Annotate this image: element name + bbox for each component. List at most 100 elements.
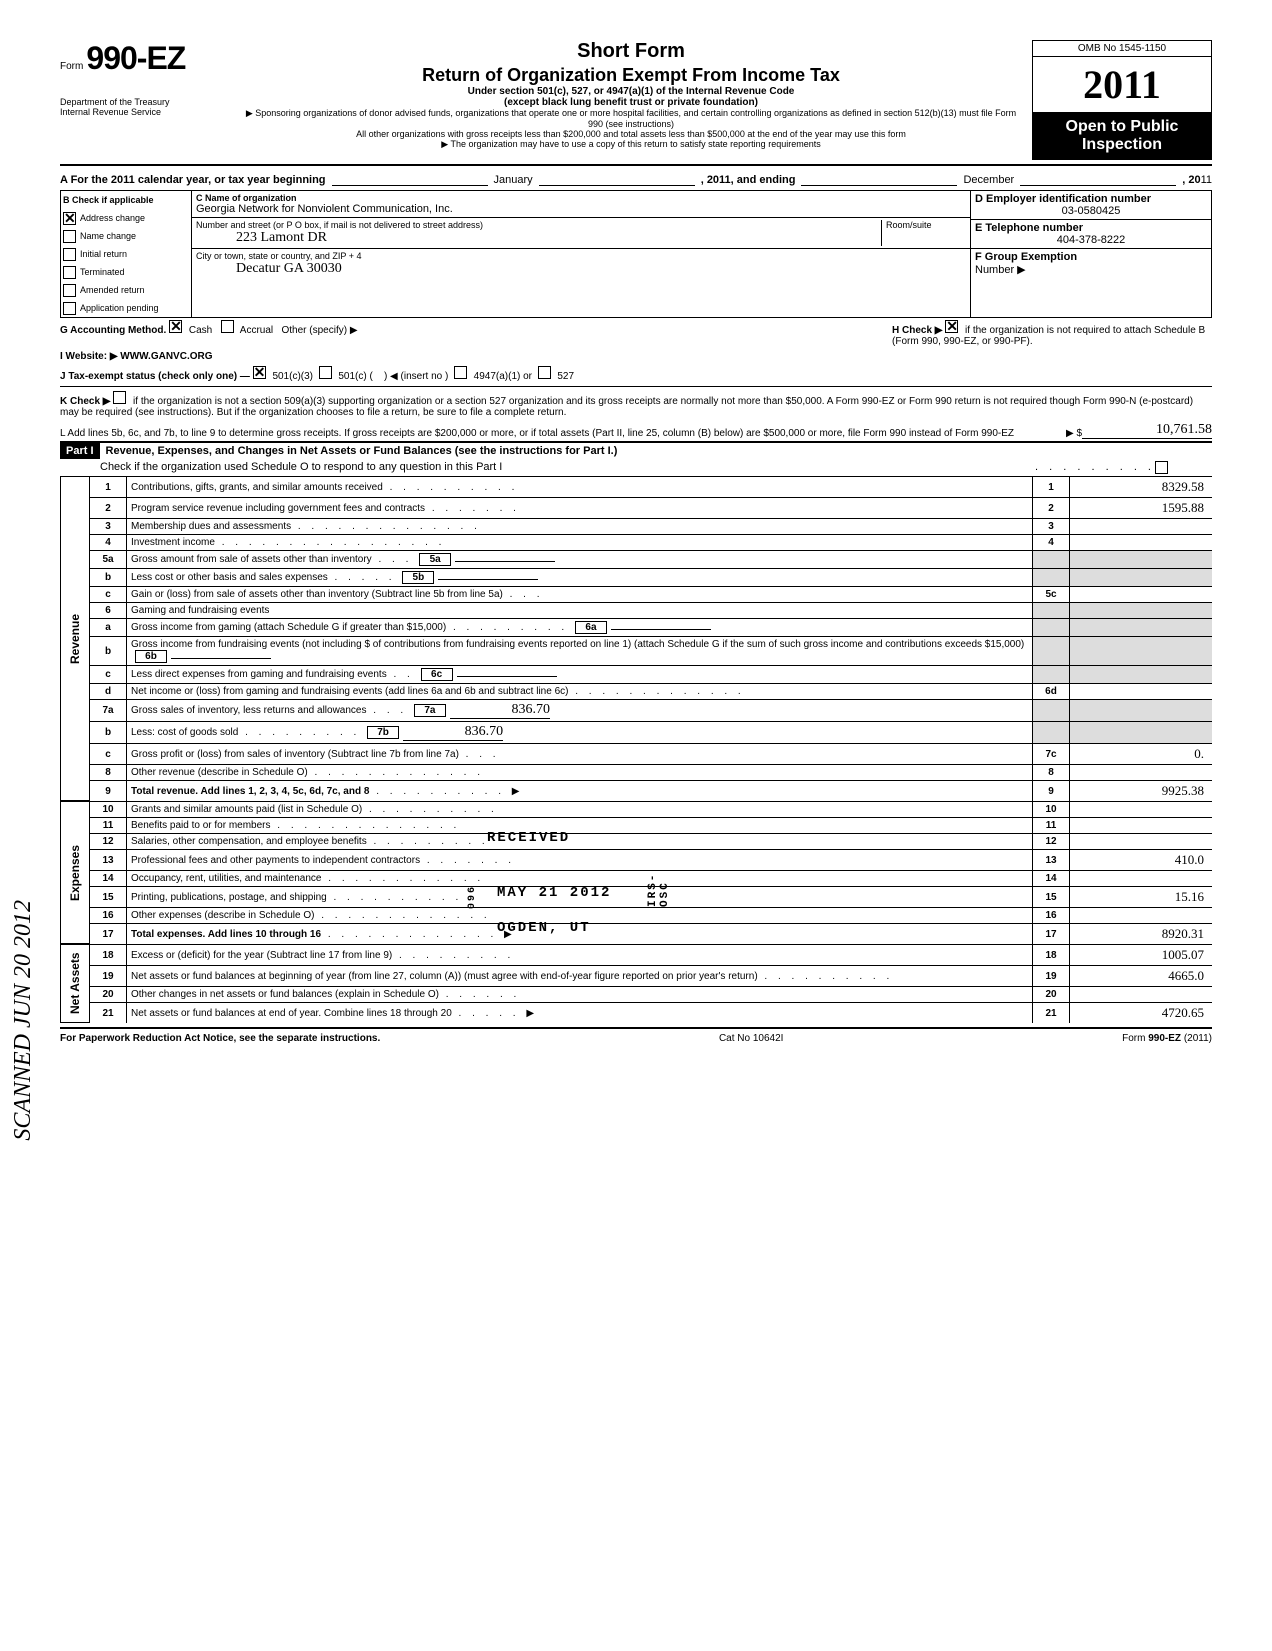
short-form-title: Short Form: [240, 40, 1022, 63]
revenue-table: 1Contributions, gifts, grants, and simil…: [90, 476, 1212, 801]
line-20: 20Other changes in net assets or fund ba…: [90, 987, 1212, 1003]
org-name-row: C Name of organization Georgia Network f…: [192, 191, 970, 218]
note3: ▶ The organization may have to use a cop…: [240, 139, 1022, 150]
subtitle1: Under section 501(c), 527, or 4947(a)(1)…: [240, 86, 1022, 97]
line-desc: Gross profit or (loss) from sales of inv…: [131, 749, 459, 760]
org-name-value: Georgia Network for Nonviolent Communica…: [196, 203, 966, 215]
line-8: 8Other revenue (describe in Schedule O) …: [90, 765, 1212, 781]
received-stamp: RECEIVED: [487, 830, 570, 846]
line-15: 15Printing, publications, postage, and s…: [90, 887, 1212, 908]
checkbox-icon[interactable]: [538, 366, 551, 379]
year-prefix: 20: [1083, 62, 1123, 107]
j-insert: ) ◀ (insert no ): [384, 371, 448, 382]
phone-label: E Telephone number: [975, 222, 1207, 234]
chk-pending[interactable]: Application pending: [61, 299, 191, 317]
line-desc: Professional fees and other payments to …: [131, 855, 420, 866]
expenses-side-label: Expenses: [60, 801, 90, 944]
room-label: Room/suite: [886, 220, 966, 230]
line-a: A For the 2011 calendar year, or tax yea…: [60, 170, 1212, 190]
ein-label: D Employer identification number: [975, 193, 1207, 205]
line-1: 1Contributions, gifts, grants, and simil…: [90, 477, 1212, 498]
g-label: G Accounting Method.: [60, 325, 166, 336]
chk-name-change[interactable]: Name change: [61, 227, 191, 245]
col-c: C Name of organization Georgia Network f…: [192, 191, 971, 317]
col-b: B Check if applicable Address change Nam…: [61, 191, 192, 317]
checkbox-icon[interactable]: [1155, 461, 1168, 474]
return-title: Return of Organization Exempt From Incom…: [240, 65, 1022, 86]
scanned-stamp: SCANNED JUN 20 2012: [10, 900, 37, 1141]
line-6: 6Gaming and fundraising events: [90, 603, 1212, 619]
col-d: D Employer identification number 03-0580…: [971, 191, 1211, 317]
city-label: City or town, state or country, and ZIP …: [196, 251, 966, 261]
org-name-label: C Name of organization: [196, 193, 966, 203]
chk-terminated[interactable]: Terminated: [61, 263, 191, 281]
checkbox-icon: [63, 284, 76, 297]
ein-value: 03-0580425: [975, 205, 1207, 217]
line-5a: 5aGross amount from sale of assets other…: [90, 551, 1212, 569]
checkbox-icon[interactable]: [113, 391, 126, 404]
line-11: 11Benefits paid to or for members . . . …: [90, 818, 1212, 834]
checkbox-icon[interactable]: [319, 366, 332, 379]
line-desc: Printing, publications, postage, and shi…: [131, 892, 327, 903]
netassets-side-label: Net Assets: [60, 944, 90, 1023]
line-desc: Gross income from fundraising events (no…: [131, 639, 1024, 650]
k-label: K Check ▶: [60, 396, 110, 407]
form-number: 990-EZ: [86, 40, 185, 76]
line-desc: Less direct expenses from gaming and fun…: [131, 669, 387, 680]
checkbox-icon: [63, 212, 76, 225]
chk-label: Terminated: [80, 267, 125, 277]
part1-label: Part I: [60, 443, 100, 459]
line-9: 9Total revenue. Add lines 1, 2, 3, 4, 5c…: [90, 781, 1212, 802]
street-label: Number and street (or P O box, if mail i…: [196, 220, 881, 230]
omb-number: OMB No 1545-1150: [1032, 40, 1212, 57]
line-desc: Program service revenue including govern…: [131, 503, 425, 514]
l-arrow: ▶ $: [1032, 428, 1082, 439]
row-l: L Add lines 5b, 6c, and 7b, to line 9 to…: [60, 420, 1212, 441]
chk-label: Initial return: [80, 249, 127, 259]
checkbox-icon: [63, 230, 76, 243]
line-desc: Gross sales of inventory, less returns a…: [131, 705, 366, 716]
line-21: 21Net assets or fund balances at end of …: [90, 1003, 1212, 1024]
line-desc: Contributions, gifts, grants, and simila…: [131, 482, 383, 493]
line-10: 10Grants and similar amounts paid (list …: [90, 802, 1212, 818]
chk-address-change[interactable]: Address change: [61, 209, 191, 227]
line-desc: Less: cost of goods sold: [131, 727, 238, 738]
right-box: OMB No 1545-1150 2011 Open to Public Ins…: [1032, 40, 1212, 160]
l-value: 10,761.58: [1082, 422, 1212, 439]
checkbox-icon: [63, 248, 76, 261]
line-desc: Less cost or other basis and sales expen…: [131, 572, 328, 583]
line-6a: aGross income from gaming (attach Schedu…: [90, 619, 1212, 637]
date-stamp: MAY 21 2012: [497, 885, 611, 901]
revenue-side-label: Revenue: [60, 476, 90, 801]
j-527: 527: [557, 371, 574, 382]
row-k: K Check ▶ if the organization is not a s…: [60, 389, 1212, 420]
j-4947: 4947(a)(1) or: [474, 371, 532, 382]
line-desc: Investment income: [131, 537, 215, 548]
checkbox-icon[interactable]: [169, 320, 182, 333]
revenue-section: Revenue 1Contributions, gifts, grants, a…: [60, 476, 1212, 801]
note2: All other organizations with gross recei…: [240, 129, 1022, 139]
line-desc: Net income or (loss) from gaming and fun…: [131, 686, 568, 697]
line-a-prefix: A For the 2011 calendar year, or tax yea…: [60, 174, 326, 186]
phone-value: 404-378-8222: [975, 234, 1207, 246]
i-label: I Website: ▶: [60, 351, 118, 362]
netassets-table: 18Excess or (deficit) for the year (Subt…: [90, 944, 1212, 1023]
g-other: Other (specify) ▶: [282, 325, 358, 336]
checkbox-icon[interactable]: [945, 320, 958, 333]
department: Department of the Treasury Internal Reve…: [60, 97, 230, 117]
expenses-section: Expenses 10Grants and similar amounts pa…: [60, 801, 1212, 944]
part1-header-row: Part I Revenue, Expenses, and Changes in…: [60, 441, 1212, 459]
checkbox-icon[interactable]: [253, 366, 266, 379]
chk-amended[interactable]: Amended return: [61, 281, 191, 299]
chk-initial-return[interactable]: Initial return: [61, 245, 191, 263]
checkbox-icon[interactable]: [454, 366, 467, 379]
line-4: 4Investment income . . . . . . . . . . .…: [90, 535, 1212, 551]
l-text: L Add lines 5b, 6c, and 7b, to line 9 to…: [60, 428, 1032, 439]
line-5c: cGain or (loss) from sale of assets othe…: [90, 587, 1212, 603]
footer: For Paperwork Reduction Act Notice, see …: [60, 1033, 1212, 1044]
j-501c: 501(c) (: [338, 371, 372, 382]
footer-right: Form 990-EZ (2011): [1122, 1033, 1212, 1044]
open-public: Open to Public Inspection: [1032, 112, 1212, 160]
line-desc: Benefits paid to or for members: [131, 820, 271, 831]
checkbox-icon[interactable]: [221, 320, 234, 333]
